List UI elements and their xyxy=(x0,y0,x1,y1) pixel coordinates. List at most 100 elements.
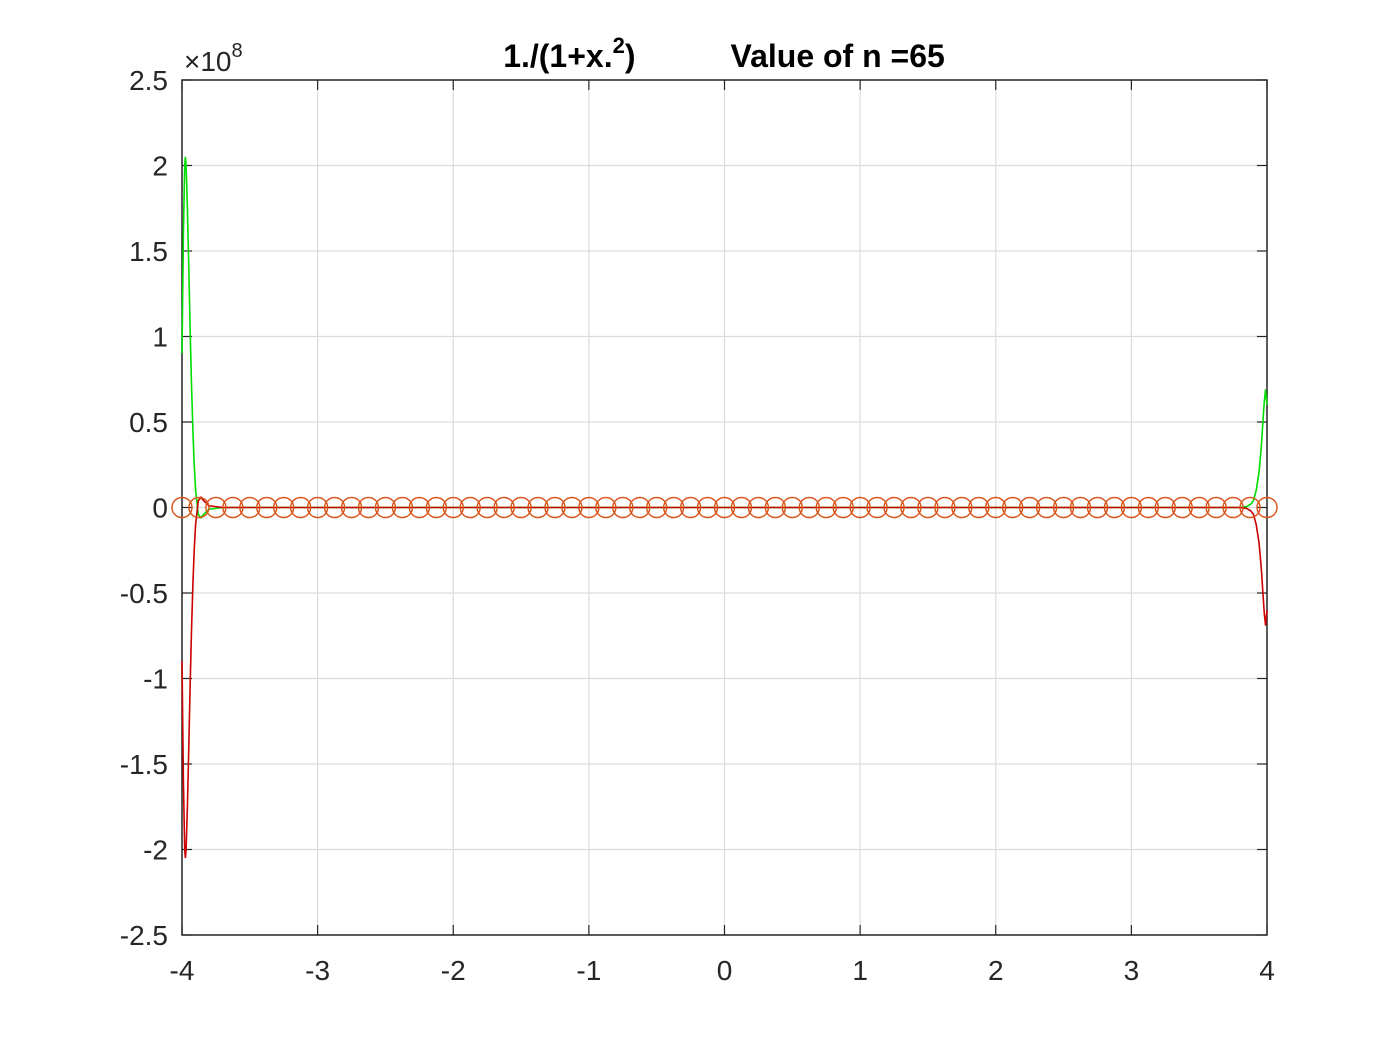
data-point-marker xyxy=(595,496,617,519)
y-tick-label: 1 xyxy=(152,322,168,353)
data-point-marker xyxy=(1205,496,1227,519)
data-point-marker xyxy=(662,496,685,519)
data-point-marker xyxy=(1052,496,1075,519)
data-point-marker xyxy=(1256,496,1278,519)
data-point-marker xyxy=(1137,496,1160,519)
data-point-marker xyxy=(374,496,397,519)
data-point-marker xyxy=(832,496,854,519)
data-point-marker xyxy=(696,496,719,519)
series xyxy=(171,156,1278,859)
data-point-marker xyxy=(425,496,447,519)
data-point-marker xyxy=(917,496,939,519)
data-point-marker xyxy=(1188,496,1210,519)
data-point-marker xyxy=(951,496,973,519)
y-tick-label: -2 xyxy=(143,835,168,866)
y-tick-label: 2.5 xyxy=(129,65,168,96)
title-superscript: 2 xyxy=(613,33,625,58)
title-suffix: Value of n =65 xyxy=(731,38,945,74)
y-tick-label: -0.5 xyxy=(120,578,168,609)
data-point-marker xyxy=(306,496,329,519)
data-point-marker xyxy=(357,496,380,519)
data-point-marker xyxy=(781,496,804,519)
data-point-marker xyxy=(527,496,549,519)
data-point-marker xyxy=(645,496,668,519)
data-point-marker xyxy=(713,496,736,519)
tick-marks xyxy=(181,79,1268,936)
data-point-marker xyxy=(629,496,651,519)
x-tick-label: 3 xyxy=(1124,955,1140,986)
data-point-marker xyxy=(273,496,295,519)
y-tick-label: 2 xyxy=(152,151,168,182)
data-point-marker xyxy=(171,496,193,519)
y-tick-label: -1.5 xyxy=(120,749,168,780)
data-point-marker xyxy=(188,496,210,519)
series-0-line xyxy=(181,156,1268,520)
data-point-marker xyxy=(815,496,837,519)
data-point-marker xyxy=(1171,496,1193,519)
x-tick-label: 2 xyxy=(988,955,1004,986)
data-point-marker xyxy=(883,496,905,519)
data-point-marker xyxy=(1222,496,1244,519)
data-point-marker xyxy=(510,496,532,519)
y-exponent-power: 8 xyxy=(232,40,243,62)
data-point-marker xyxy=(985,496,1007,519)
data-point-marker xyxy=(1086,496,1109,519)
data-point-marker xyxy=(408,496,431,519)
data-point-marker xyxy=(730,496,753,519)
x-tick-labels: -4 -3 -2 -1 0 1 2 3 4 xyxy=(170,955,1275,986)
data-point-marker xyxy=(1120,496,1143,519)
data-point-marker xyxy=(679,496,702,519)
x-tick-label: -1 xyxy=(576,955,601,986)
x-tick-label: -2 xyxy=(441,955,466,986)
data-point-marker xyxy=(1035,496,1058,519)
x-tick-label: 1 xyxy=(852,955,868,986)
title-function: 1./(1+x. xyxy=(503,38,612,74)
data-point-marker xyxy=(493,496,515,519)
grid xyxy=(181,79,1268,936)
data-point-marker xyxy=(934,496,956,519)
data-point-marker xyxy=(1002,496,1024,519)
data-point-marker xyxy=(968,496,990,519)
x-tick-label: 0 xyxy=(717,955,733,986)
data-point-marker xyxy=(798,496,820,519)
y-exponent-symbol: × xyxy=(184,46,200,77)
data-point-marker xyxy=(459,496,481,519)
data-point-marker xyxy=(442,496,464,519)
title-close: ) xyxy=(625,38,636,74)
data-point-marker xyxy=(866,496,888,519)
y-exponent-base: 10 xyxy=(200,46,231,77)
data-point-marker xyxy=(340,496,363,519)
data-point-marker xyxy=(289,496,312,519)
data-point-marker xyxy=(1239,496,1261,519)
data-point-marker xyxy=(476,496,498,519)
y-tick-label: 0.5 xyxy=(129,407,168,438)
data-point-marker xyxy=(323,496,346,519)
data-point-marker xyxy=(1103,496,1126,519)
y-tick-label: 1.5 xyxy=(129,236,168,267)
data-point-marker xyxy=(578,496,600,519)
y-exponent-label: ×108 xyxy=(184,40,243,77)
data-point-marker xyxy=(239,496,261,519)
chart-title: 1./(1+x.2) Value of n =65 xyxy=(503,33,945,74)
data-point-marker xyxy=(900,496,922,519)
x-tick-label: 4 xyxy=(1259,955,1275,986)
data-point-marker xyxy=(1069,496,1092,519)
data-point-marker xyxy=(256,496,278,519)
data-point-marker xyxy=(544,496,566,519)
series-1-line xyxy=(181,495,1268,859)
y-tick-label: -2.5 xyxy=(120,920,168,951)
y-tick-label: 0 xyxy=(152,493,168,524)
data-point-marker xyxy=(561,496,583,519)
data-point-marker xyxy=(747,496,770,519)
y-tick-labels: -2.5 -2 -1.5 -1 -0.5 0 0.5 1 1.5 2 2.5 xyxy=(120,65,168,951)
x-tick-label: -4 xyxy=(170,955,195,986)
data-point-marker xyxy=(849,496,871,519)
data-point-marker xyxy=(205,496,227,519)
data-point-marker xyxy=(1154,496,1176,519)
y-tick-label: -1 xyxy=(143,664,168,695)
data-point-marker xyxy=(222,496,244,519)
data-point-marker xyxy=(391,496,414,519)
data-point-marker xyxy=(1018,496,1041,519)
x-tick-label: -3 xyxy=(305,955,330,986)
